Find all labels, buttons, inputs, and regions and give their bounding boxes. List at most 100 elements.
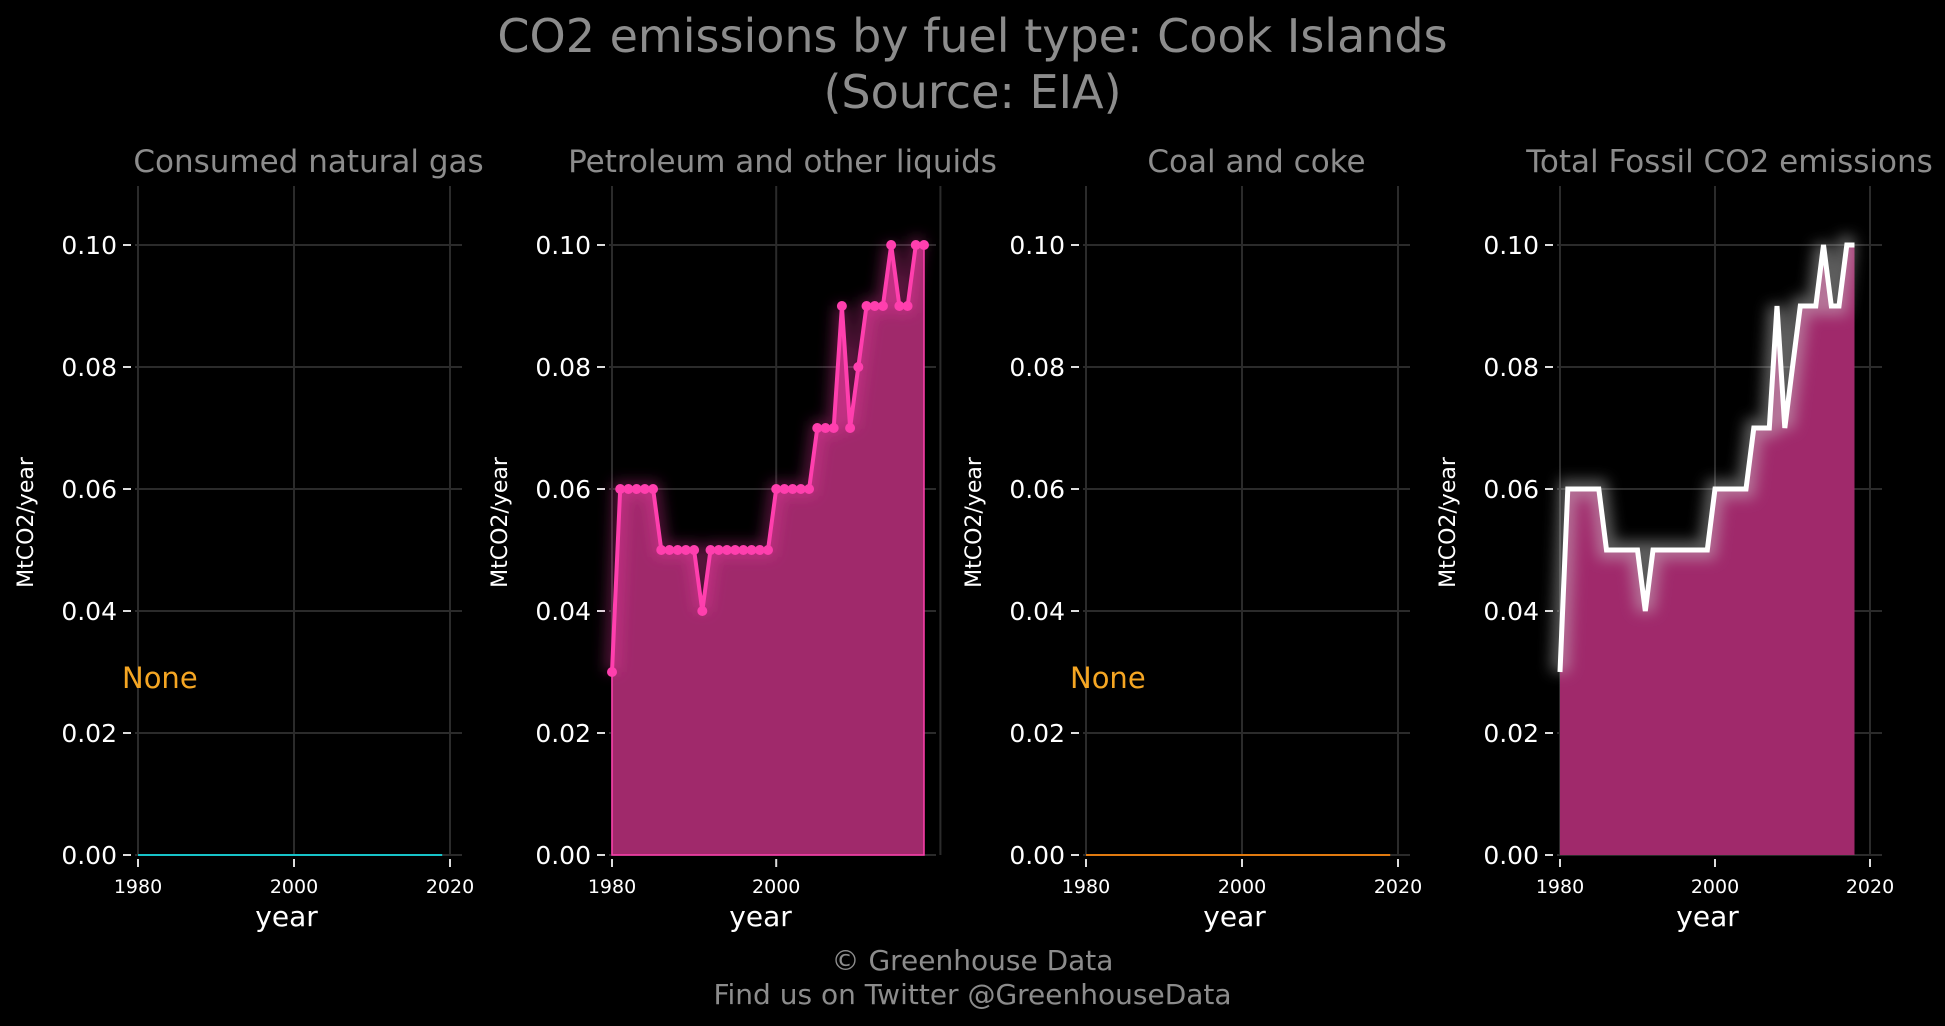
data-point: [919, 240, 929, 250]
y-tick-label: 0.10: [61, 231, 117, 260]
footer: © Greenhouse Data Find us on Twitter @Gr…: [0, 944, 1945, 1012]
title-line-1: CO2 emissions by fuel type: Cook Islands: [497, 9, 1448, 63]
footer-twitter: Find us on Twitter @GreenhouseData: [713, 978, 1232, 1011]
y-tick-label: 0.04: [535, 597, 591, 626]
data-point: [738, 545, 749, 555]
y-tick-label: 0.04: [1483, 597, 1539, 626]
data-point: [771, 484, 782, 494]
data-point: [607, 667, 617, 677]
y-tick-label: 0.06: [535, 475, 591, 504]
data-point: [779, 484, 790, 494]
data-point: [697, 606, 708, 616]
panel-3: Coal and coke 0.00 0.02 0.04 0.06 0.08 0.10 198…: [962, 144, 1422, 933]
data-point: [631, 484, 642, 494]
data-point: [672, 545, 683, 555]
x-tick-label: 2000: [1691, 876, 1739, 898]
footer-copyright: © Greenhouse Data: [831, 944, 1114, 977]
data-point: [836, 301, 847, 311]
x-axis-label: year: [729, 900, 792, 933]
x-tick-label: 2000: [270, 876, 318, 898]
x-tick-label: 1980: [114, 876, 162, 898]
data-point: [869, 301, 880, 311]
data-point: [705, 545, 716, 555]
series-line: [1557, 242, 1855, 673]
data-point: [886, 240, 897, 250]
data-point: [861, 301, 872, 311]
y-tick-label: 0.06: [1483, 475, 1539, 504]
y-tick-label: 0.00: [61, 841, 117, 870]
y-tick-label: 0.10: [1009, 231, 1065, 260]
data-point: [845, 423, 856, 433]
y-tick-label: 0.02: [535, 719, 591, 748]
y-axis-label: MtCO2/year: [1436, 456, 1461, 588]
data-point: [894, 301, 905, 311]
data-point: [828, 423, 839, 433]
x-tick-label: 1980: [1062, 876, 1110, 898]
data-point: [730, 545, 741, 555]
x-axis-label: year: [1676, 900, 1739, 933]
y-tick-label: 0.02: [61, 719, 117, 748]
y-tick-label: 0.06: [61, 475, 117, 504]
y-tick-label: 0.08: [535, 353, 591, 382]
data-point: [623, 484, 634, 494]
x-tick-label: 2000: [752, 876, 800, 898]
data-point: [902, 301, 913, 311]
y-tick-label: 0.04: [61, 597, 117, 626]
y-tick-label: 0.08: [1483, 353, 1539, 382]
data-point: [639, 484, 650, 494]
chart-title: CO2 emissions by fuel type: Cook Islands…: [0, 8, 1945, 120]
panel-title: Total Fossil CO2 emissions: [1525, 144, 1933, 180]
x-tick-label: 2020: [426, 876, 474, 898]
data-point: [804, 484, 815, 494]
y-axis-label: MtCO2/year: [962, 456, 987, 588]
data-point: [689, 545, 700, 555]
x-tick-label: 1980: [588, 876, 636, 898]
data-point: [812, 423, 823, 433]
x-axis-label: year: [255, 900, 318, 933]
panel-title: Petroleum and other liquids: [568, 144, 997, 180]
x-tick-label: 2020: [1846, 876, 1894, 898]
y-tick-label: 0.04: [1009, 597, 1065, 626]
data-point: [721, 545, 732, 555]
y-tick-label: 0.02: [1009, 719, 1065, 748]
title-line-2: (Source: EIA): [823, 65, 1122, 119]
y-tick-label: 0.10: [1483, 231, 1539, 260]
y-tick-label: 0.06: [1009, 475, 1065, 504]
data-point: [648, 484, 659, 494]
data-point: [763, 545, 773, 555]
x-tick-label: 2020: [1374, 876, 1422, 898]
panel-4: Total Fossil CO2 emissions 0.00 0.02 0.04 0.…: [1436, 144, 1933, 933]
data-point: [615, 484, 626, 494]
panel-title: Consumed natural gas: [133, 144, 483, 180]
data-point: [910, 240, 921, 250]
panel-title: Coal and coke: [1147, 144, 1365, 180]
y-tick-label: 0.00: [535, 841, 591, 870]
data-point: [680, 545, 691, 555]
x-tick-label: 1980: [1536, 876, 1584, 898]
y-tick-label: 0.02: [1483, 719, 1539, 748]
y-axis-label: MtCO2/year: [14, 456, 39, 588]
y-tick-label: 0.00: [1009, 841, 1065, 870]
data-point: [656, 545, 667, 555]
data-point: [746, 545, 757, 555]
y-tick-label: 0.00: [1483, 841, 1539, 870]
y-tick-label: 0.08: [1009, 353, 1065, 382]
y-axis-label: MtCO2/year: [488, 456, 513, 588]
x-axis-label: year: [1203, 900, 1266, 933]
x-tick-label: 2000: [1218, 876, 1266, 898]
panel-2: Petroleum and other liquids 0.00 0.02 0.04 0…: [488, 144, 997, 933]
panel-1: Consumed natural gas 0.00 0.02 0.04 0.06 0.08…: [14, 144, 484, 933]
data-point: [877, 301, 888, 311]
data-point: [713, 545, 724, 555]
y-tick-label: 0.08: [61, 353, 117, 382]
data-point: [853, 362, 864, 372]
data-point: [795, 484, 806, 494]
none-annotation: None: [1070, 661, 1146, 695]
y-tick-label: 0.10: [535, 231, 591, 260]
none-annotation: None: [122, 661, 198, 695]
data-point: [820, 423, 831, 433]
data-point: [664, 545, 675, 555]
data-point: [787, 484, 798, 494]
data-point: [754, 545, 765, 555]
